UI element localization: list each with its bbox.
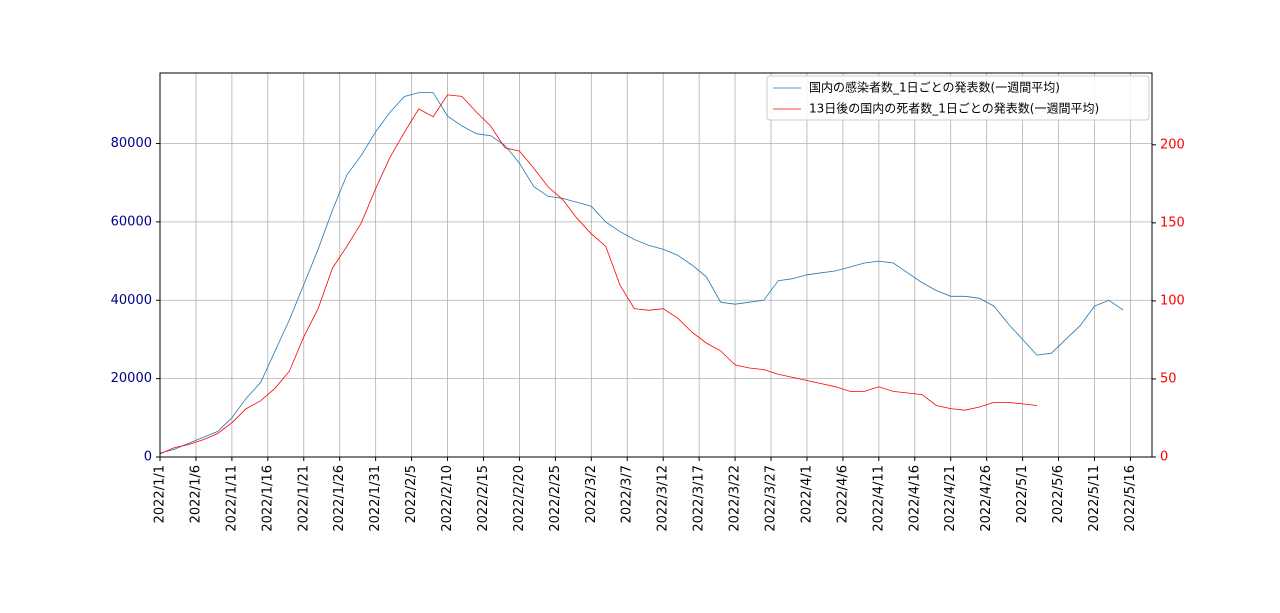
y2-tick-label: 50 <box>1160 371 1177 386</box>
y2-tick-label: 200 <box>1160 137 1185 152</box>
y-tick-label: 60000 <box>111 214 152 229</box>
x-tick-label: 2022/2/5 <box>404 465 419 523</box>
x-tick-label: 2022/4/16 <box>907 465 922 532</box>
y2-tick-label: 100 <box>1160 293 1185 308</box>
y2-tick-label: 150 <box>1160 215 1185 230</box>
x-tick-label: 2022/1/26 <box>332 465 347 532</box>
x-tick-label: 2022/2/25 <box>548 465 563 532</box>
x-tick-label: 2022/3/12 <box>656 465 671 532</box>
x-tick-label: 2022/1/21 <box>296 465 311 532</box>
y-tick-label: 0 <box>144 450 152 465</box>
x-tick-label: 2022/2/10 <box>440 465 455 532</box>
legend-box <box>766 75 1150 121</box>
x-tick-label: 2022/4/21 <box>943 465 958 532</box>
x-tick-label: 2022/1/6 <box>188 465 203 523</box>
x-tick-label: 2022/2/20 <box>512 465 527 532</box>
x-tick-label: 2022/1/1 <box>153 465 168 523</box>
data-line <box>159 92 1124 454</box>
x-tick-label: 2022/1/31 <box>368 465 383 532</box>
y-tick-label: 80000 <box>111 136 152 151</box>
x-tick-label: 2022/3/22 <box>728 465 743 532</box>
x-tick-label: 2022/1/16 <box>260 465 275 532</box>
x-tick-label: 2022/3/17 <box>692 465 707 532</box>
x-tick-label: 2022/3/27 <box>764 465 779 532</box>
legend-label: 13日後の国内の死者数_1日ごとの発表数(一週間平均) <box>809 101 1099 116</box>
x-tick-label: 2022/3/7 <box>620 465 635 523</box>
data-line <box>159 94 1038 455</box>
x-tick-label: 2022/5/11 <box>1087 465 1102 532</box>
y-tick-label: 20000 <box>111 371 152 386</box>
x-tick-label: 2022/3/2 <box>584 465 599 523</box>
x-tick-label: 2022/5/6 <box>1051 465 1066 523</box>
x-tick-label: 2022/2/15 <box>476 465 491 532</box>
x-tick-label: 2022/4/1 <box>799 465 814 523</box>
x-tick-label: 2022/5/1 <box>1015 465 1030 523</box>
x-tick-label: 2022/5/16 <box>1123 465 1138 532</box>
x-tick-label: 2022/1/11 <box>224 465 239 532</box>
x-tick-label: 2022/4/11 <box>871 465 886 532</box>
x-tick-label: 2022/4/26 <box>979 465 994 532</box>
x-tick-label: 2022/4/6 <box>835 465 850 523</box>
y-tick-label: 40000 <box>111 293 152 308</box>
plot-frame <box>159 72 1153 458</box>
y2-tick-label: 0 <box>1160 450 1168 465</box>
legend-label: 国内の感染者数_1日ごとの発表数(一週間平均) <box>809 80 1060 95</box>
